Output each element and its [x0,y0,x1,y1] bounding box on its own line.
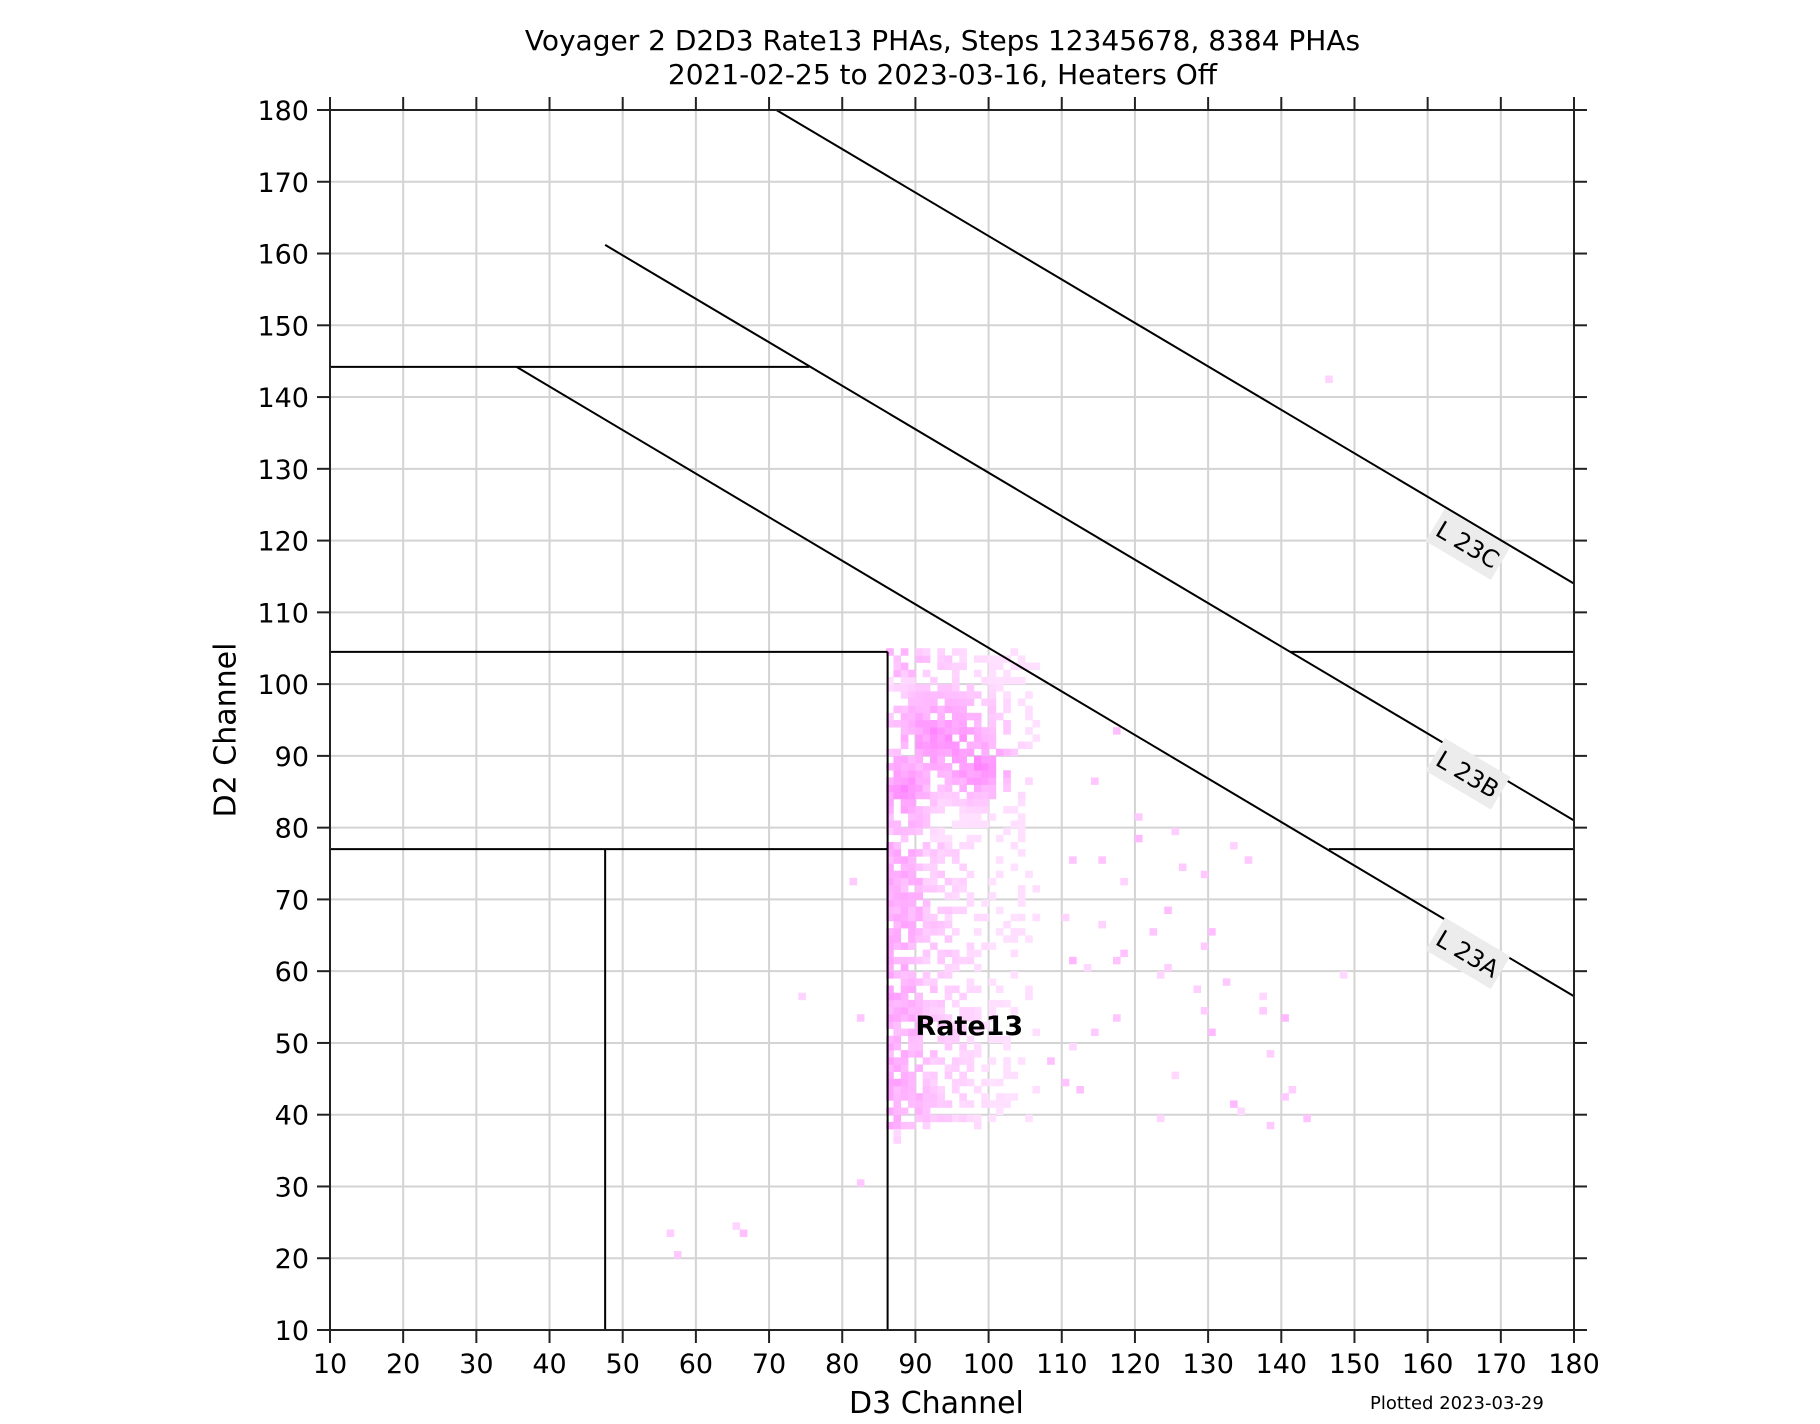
y-tick-label: 110 [257,598,309,629]
y-tick-label: 100 [257,670,309,701]
y-tick-label: 70 [275,885,309,916]
region-label-rate13: Rate13 [915,1011,1023,1042]
line-label-l23a: L 23A [1425,917,1511,989]
chart-title: Voyager 2 D2D3 Rate13 PHAs, Steps 123456… [524,24,1361,57]
plotted-date: Plotted 2023-03-29 [1370,1393,1544,1414]
y-tick-label: 180 [257,96,309,127]
y-tick-label: 160 [257,240,309,271]
y-tick-label: 20 [275,1244,309,1275]
line-label-l23b: L 23B [1425,738,1511,810]
y-tick-label: 90 [275,742,309,773]
x-tick-label: 170 [1475,1349,1527,1380]
y-tick-label: 50 [275,1029,309,1060]
x-axis-label: D3 Channel [849,1386,1024,1421]
x-tick-label: 160 [1402,1349,1454,1380]
y-tick-label: 60 [275,957,309,988]
heatmap [666,375,1348,1259]
x-tick-label: 110 [1036,1349,1088,1380]
y-tick-label: 140 [257,383,309,414]
y-tick-label: 80 [275,814,309,845]
boundary-lines: L 23A L 23B L 23C [330,109,1575,1330]
y-axis-label: D2 Channel [208,642,244,818]
y-tick-label: 40 [275,1101,309,1132]
x-tick-label: 60 [679,1349,713,1380]
x-tick-label: 130 [1182,1349,1234,1380]
x-tick-label: 40 [532,1349,566,1380]
x-tick-label: 100 [963,1349,1015,1380]
x-tick-label: 30 [459,1349,493,1380]
y-tick-label: 10 [275,1316,309,1347]
y-tick-label: 120 [257,527,309,558]
y-tick-label: 130 [257,455,309,486]
x-tick-label: 180 [1548,1349,1600,1380]
x-tick-label: 70 [752,1349,786,1380]
x-tick-label: 20 [386,1349,420,1380]
axes: 10 20 30 40 50 60 70 80 90 100 110 120 130 140 150 160 1… [257,96,1599,1380]
y-tick-label: 170 [257,168,309,199]
x-tick-label: 80 [825,1349,859,1380]
x-tick-label: 50 [606,1349,640,1380]
x-tick-label: 90 [898,1349,932,1380]
x-tick-label: 140 [1256,1349,1308,1380]
y-tick-label: 150 [257,311,309,342]
line-label-l23c: L 23C [1425,508,1511,580]
x-tick-label: 150 [1329,1349,1381,1380]
x-tick-label: 10 [313,1349,347,1380]
x-tick-label: 120 [1109,1349,1161,1380]
chart-subtitle: 2021-02-25 to 2023-03-16, Heaters Off [667,58,1218,91]
y-tick-label: 30 [275,1172,309,1203]
